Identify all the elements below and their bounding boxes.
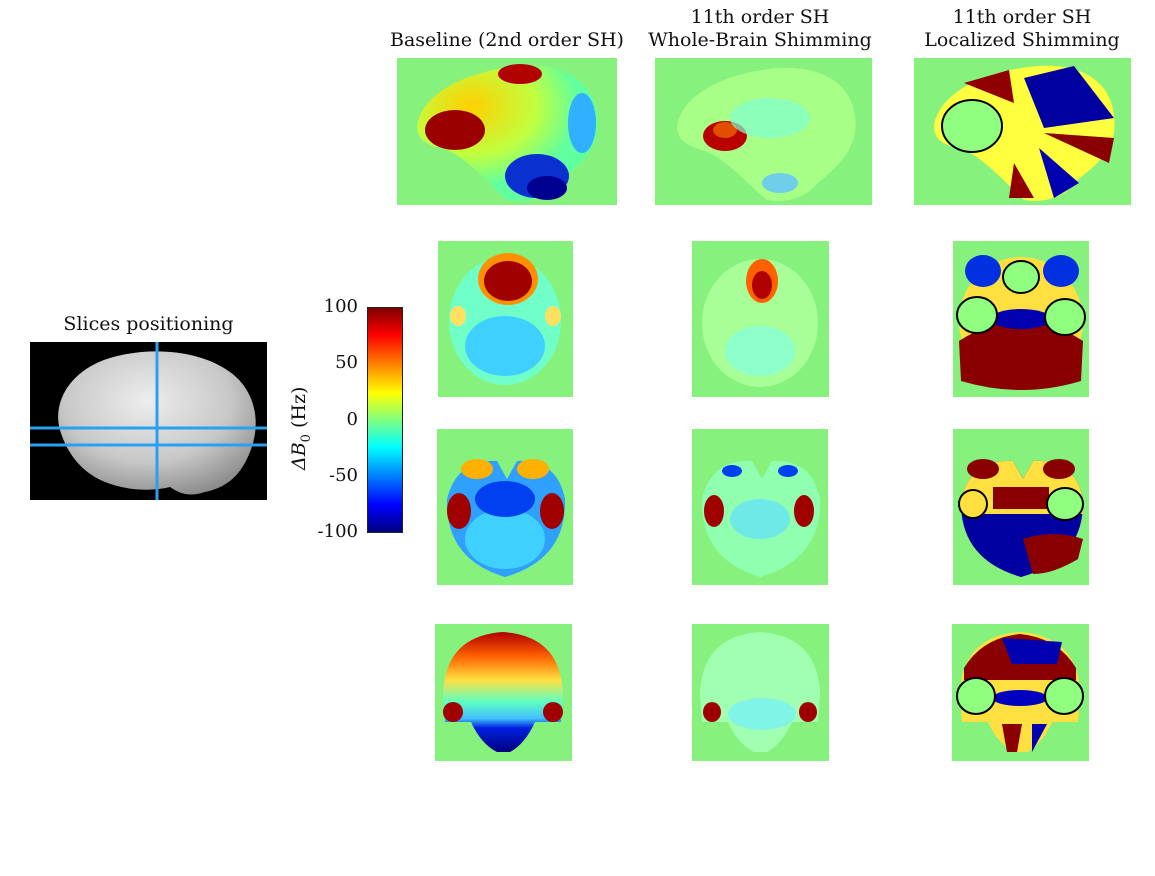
column-title-localized-line2: Localized Shimming [924, 29, 1120, 51]
panel-coronal-localized [952, 624, 1089, 761]
panel-axial2-whole-brain [692, 429, 828, 585]
panel-axial1-baseline [438, 241, 573, 397]
panel-sagittal-whole-brain [655, 58, 872, 205]
colorbar-tick-neg50: -50 [329, 465, 358, 486]
column-title-whole-brain: 11th order SH Whole-Brain Shimming [630, 6, 890, 52]
slices-positioning-title: Slices positioning [63, 313, 234, 335]
panel-coronal-baseline [435, 624, 572, 761]
colorbar-tick-neg100: -100 [317, 521, 358, 542]
colorbar [367, 307, 403, 533]
column-title-whole-brain-line1: 11th order SH [690, 6, 830, 28]
colorbar-label: ΔB0 (Hz) [288, 387, 314, 470]
panel-axial2-localized [953, 429, 1089, 585]
column-title-localized: 11th order SH Localized Shimming [892, 6, 1152, 52]
column-title-baseline-line1 [372, 6, 642, 29]
colorbar-tick-0: 0 [346, 409, 358, 430]
panel-sagittal-baseline [397, 58, 617, 205]
colorbar-tick-50: 50 [335, 352, 358, 373]
column-title-baseline-line2: Baseline (2nd order SH) [390, 29, 624, 51]
colorbar-tick-100: 100 [323, 296, 358, 317]
column-title-baseline: Baseline (2nd order SH) [372, 6, 642, 52]
colorbar-label-main: ΔB [288, 442, 310, 470]
panel-axial1-whole-brain [692, 241, 829, 397]
colorbar-label-sub: 0 [298, 434, 314, 443]
slices-positioning-image [30, 342, 267, 500]
panel-axial2-baseline [437, 429, 573, 585]
column-title-whole-brain-line2: Whole-Brain Shimming [648, 29, 872, 51]
colorbar-label-unit: (Hz) [288, 386, 310, 428]
panel-axial1-localized [953, 241, 1089, 397]
column-title-localized-line1: 11th order SH [952, 6, 1092, 28]
panel-sagittal-localized [914, 58, 1131, 205]
panel-coronal-whole-brain [692, 624, 829, 761]
